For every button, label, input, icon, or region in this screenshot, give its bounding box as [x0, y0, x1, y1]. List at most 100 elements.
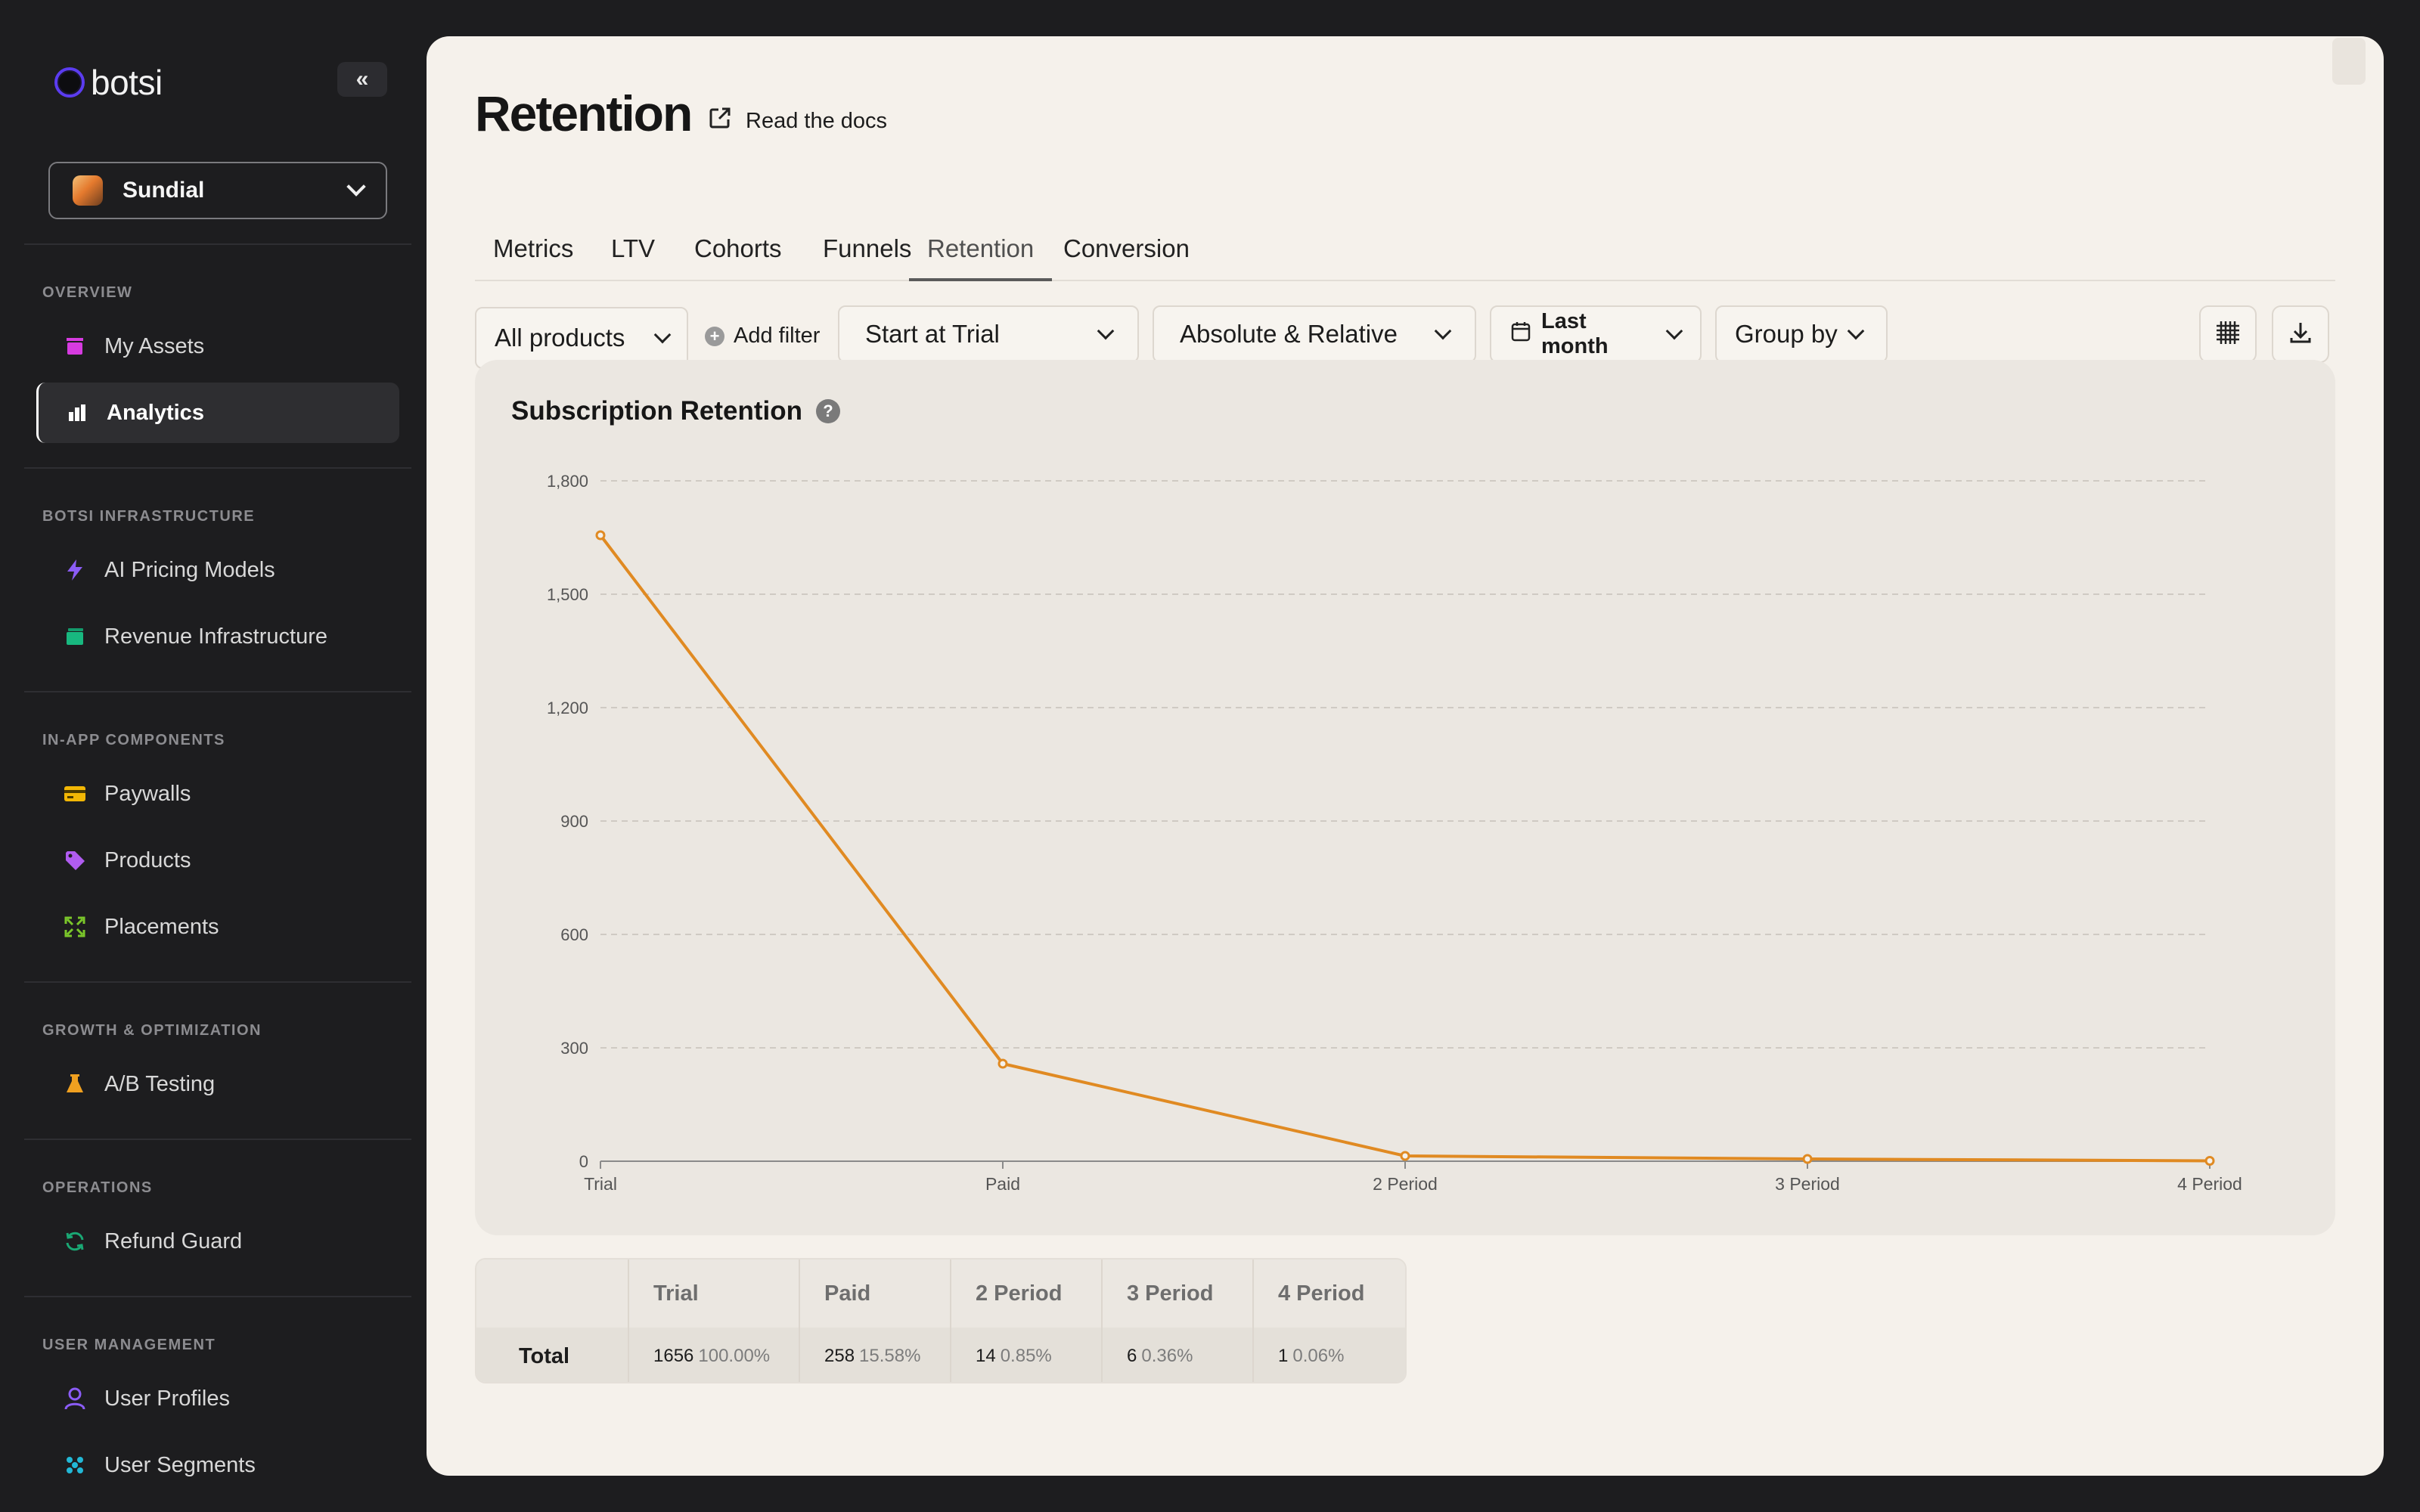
- bar-chart-icon: [66, 401, 88, 424]
- sidebar-item-user-profiles[interactable]: User Profiles: [36, 1368, 399, 1429]
- sidebar: botsi « Sundial OVERVIEW My Assets Analy…: [0, 0, 427, 1512]
- card-stack-icon: [64, 625, 86, 648]
- logo-icon: [54, 67, 85, 98]
- page-title: Retention: [475, 85, 693, 141]
- table-row: Total 1656 100.00% 258 15.58% 14 0.85% 6…: [476, 1328, 1405, 1382]
- cell-value: 14: [976, 1346, 996, 1366]
- divider: [24, 691, 411, 692]
- section-label-in-app: IN-APP COMPONENTS: [42, 732, 225, 748]
- credit-card-icon: [64, 782, 86, 805]
- tab-conversion[interactable]: Conversion: [1063, 234, 1190, 262]
- divider: [24, 981, 411, 983]
- assets-icon: [64, 335, 86, 358]
- data-point: [1802, 1154, 1813, 1164]
- download-button[interactable]: [2272, 305, 2329, 363]
- sidebar-item-user-segments[interactable]: User Segments: [36, 1435, 399, 1495]
- divider: [24, 1139, 411, 1140]
- retention-line-chart: 0 300 600 900 1,200 1,500 1,800 Trial Paid 2 Peri…: [547, 472, 2242, 1194]
- chevron-down-icon: [653, 326, 672, 344]
- table-cell: 1 0.06%: [1254, 1328, 1405, 1382]
- cell-percent: 15.58%: [859, 1346, 921, 1366]
- chart-title-row: Subscription Retention ?: [511, 396, 840, 426]
- table-header-empty: [476, 1259, 629, 1328]
- table-view-button[interactable]: [2199, 305, 2257, 363]
- brand-logo[interactable]: botsi: [54, 62, 163, 103]
- cell-value: 6: [1127, 1346, 1137, 1366]
- chevron-down-icon: [1097, 322, 1115, 340]
- sidebar-item-ab-testing[interactable]: A/B Testing: [36, 1054, 399, 1114]
- chevron-down-icon: [346, 177, 366, 197]
- read-docs-link[interactable]: Read the docs: [708, 106, 887, 136]
- expand-icon: [64, 916, 86, 938]
- sidebar-item-paywalls[interactable]: Paywalls: [36, 764, 399, 824]
- sidebar-item-refund-guard[interactable]: Refund Guard: [36, 1211, 399, 1272]
- tab-funnels[interactable]: Funnels: [823, 234, 912, 262]
- group-by-dropdown[interactable]: Group by: [1715, 305, 1888, 363]
- table-header-cell: Paid: [800, 1259, 951, 1328]
- sidebar-item-revenue-infrastructure[interactable]: Revenue Infrastructure: [36, 606, 399, 667]
- section-label-operations: OPERATIONS: [42, 1179, 153, 1196]
- app-selector[interactable]: Sundial: [48, 162, 387, 219]
- data-point: [1400, 1151, 1410, 1161]
- table-header-row: Trial Paid 2 Period 3 Period 4 Period: [476, 1259, 1405, 1328]
- retention-chart-card: Subscription Retention ? 0 300 600 900 1,200…: [475, 360, 2335, 1235]
- tab-metrics[interactable]: Metrics: [493, 234, 574, 262]
- chevron-down-icon: [1665, 322, 1683, 340]
- table-header-cell: 4 Period: [1278, 1281, 1365, 1306]
- cell-value: 1: [1278, 1346, 1289, 1366]
- table-cell: 6 0.36%: [1103, 1328, 1254, 1382]
- double-chevron-left-icon: «: [355, 67, 369, 91]
- cell-value: 258: [824, 1346, 855, 1366]
- plus-icon: +: [705, 326, 724, 346]
- help-icon[interactable]: ?: [816, 399, 840, 423]
- refresh-icon: [64, 1230, 86, 1253]
- section-label-infrastructure: BOTSI INFRASTRUCTURE: [42, 508, 256, 525]
- section-label-growth: GROWTH & OPTIMIZATION: [42, 1022, 262, 1039]
- sidebar-item-my-assets[interactable]: My Assets: [36, 316, 399, 376]
- table-cell: 1656 100.00%: [629, 1328, 800, 1382]
- x-tick-label: 2 Period: [1373, 1174, 1438, 1194]
- add-filter-label: Add filter: [734, 324, 821, 348]
- group-by-label: Group by: [1735, 320, 1838, 348]
- sidebar-item-placements[interactable]: Placements: [36, 897, 399, 957]
- flask-icon: [64, 1073, 86, 1095]
- series-line: [599, 534, 2211, 1163]
- x-tick-label: Trial: [584, 1174, 617, 1194]
- chevron-down-icon: [1847, 322, 1865, 340]
- products-dropdown[interactable]: All products: [475, 307, 688, 369]
- sidebar-item-label: AI Pricing Models: [104, 557, 275, 582]
- data-point: [997, 1058, 1008, 1069]
- sidebar-item-label: A/B Testing: [104, 1071, 216, 1096]
- corner-button[interactable]: [2332, 38, 2366, 85]
- date-range-dropdown[interactable]: Last month: [1490, 305, 1702, 363]
- tab-retention[interactable]: Retention: [909, 234, 1053, 281]
- collapse-sidebar-button[interactable]: «: [337, 62, 387, 97]
- read-docs-label: Read the docs: [746, 108, 888, 133]
- sidebar-item-label: Placements: [104, 914, 219, 939]
- x-tick-label: Paid: [985, 1174, 1020, 1194]
- table-row-label: Total: [476, 1328, 629, 1382]
- sidebar-item-analytics[interactable]: Analytics: [36, 383, 399, 443]
- cell-value: 1656: [653, 1346, 694, 1366]
- sidebar-item-label: Products: [104, 847, 191, 872]
- cell-percent: 0.85%: [1000, 1346, 1052, 1366]
- tab-cohorts[interactable]: Cohorts: [694, 234, 782, 262]
- y-tick-label: 1,800: [547, 472, 588, 491]
- tag-icon: [64, 849, 86, 872]
- sidebar-item-products[interactable]: Products: [36, 830, 399, 891]
- sidebar-item-label: User Segments: [104, 1452, 256, 1477]
- grid-icon: [2215, 320, 2241, 349]
- sidebar-item-label: User Profiles: [104, 1386, 230, 1411]
- data-point: [2204, 1156, 2215, 1166]
- y-tick-label: 300: [560, 1039, 588, 1058]
- table-cell: 14 0.85%: [951, 1328, 1103, 1382]
- mode-dropdown[interactable]: Absolute & Relative: [1153, 305, 1476, 363]
- tab-ltv[interactable]: LTV: [611, 234, 656, 262]
- start-at-dropdown[interactable]: Start at Trial: [838, 305, 1139, 363]
- sidebar-item-ai-pricing-models[interactable]: AI Pricing Models: [36, 540, 399, 600]
- add-filter-button[interactable]: + Add filter: [705, 324, 820, 349]
- start-at-label: Start at Trial: [865, 320, 1000, 348]
- section-label-overview: OVERVIEW: [42, 284, 133, 301]
- user-icon: [64, 1387, 86, 1410]
- chevron-down-icon: [1434, 322, 1452, 340]
